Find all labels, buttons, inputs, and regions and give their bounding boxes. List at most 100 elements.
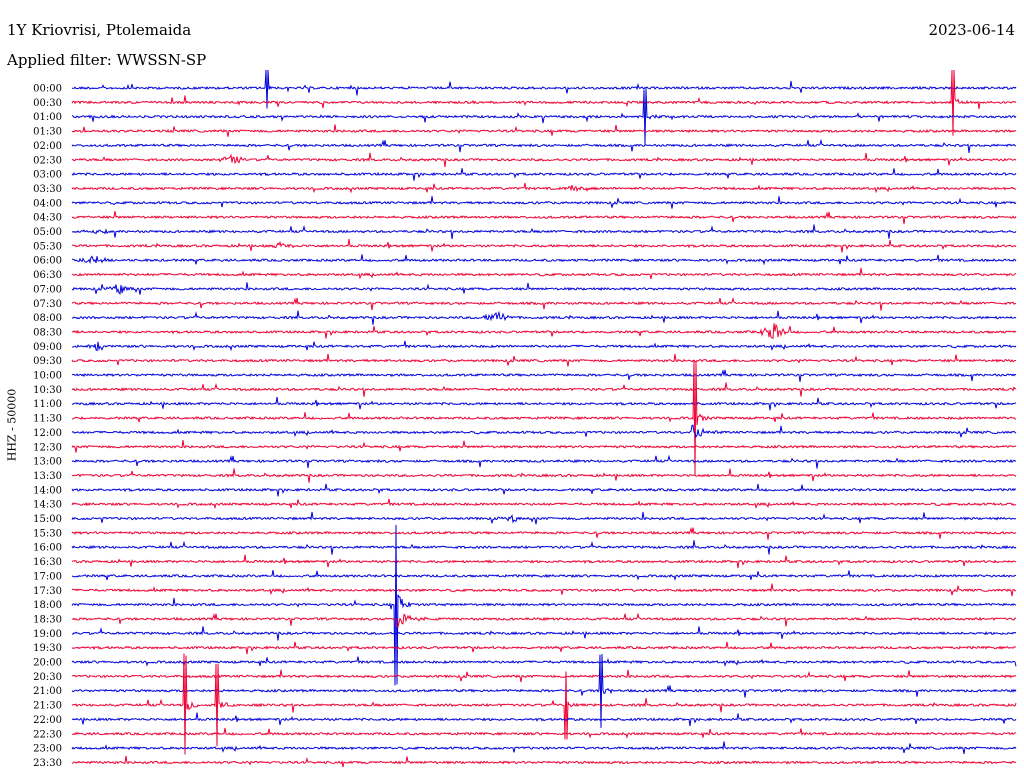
row-label-2200: 22:00 (33, 715, 62, 726)
row-label-1700: 17:00 (33, 571, 62, 582)
trace-row-1030 (71, 382, 1017, 397)
row-label-1130: 11:30 (33, 414, 62, 425)
trace-row-0230 (71, 152, 1017, 168)
trace-row-0900 (71, 340, 1017, 352)
row-label-1600: 16:00 (33, 543, 62, 554)
trace-row-1730 (71, 583, 1017, 597)
row-label-0230: 02:30 (33, 155, 62, 166)
row-label-0930: 09:30 (33, 356, 62, 367)
row-label-0630: 06:30 (33, 270, 62, 281)
trace-row-0630 (71, 267, 1017, 280)
row-label-2230: 22:30 (33, 729, 62, 740)
trace-row-0430 (71, 211, 1017, 225)
row-label-0530: 05:30 (33, 241, 62, 252)
trace-row-2130 (71, 653, 1017, 755)
filter-label: Applied filter: WWSSN-SP (7, 51, 207, 69)
trace-row-0300 (71, 168, 1017, 181)
trace-row-2300 (71, 741, 1017, 754)
trace-row-1930 (71, 641, 1016, 655)
row-label-2030: 20:30 (33, 672, 62, 683)
date-label: 2023-06-14 (928, 21, 1015, 39)
row-label-0130: 01:30 (33, 127, 62, 138)
row-label-0700: 07:00 (33, 284, 62, 295)
trace-row-0530 (72, 238, 1017, 253)
row-label-0730: 07:30 (33, 299, 62, 310)
trace-row-1100 (71, 396, 1017, 411)
row-label-0800: 08:00 (33, 313, 62, 324)
trace-row-0030 (71, 69, 1017, 136)
trace-row-1130 (71, 360, 1016, 476)
trace-row-0730 (71, 296, 1017, 311)
row-label-1400: 14:00 (33, 485, 62, 496)
row-label-2000: 20:00 (33, 658, 62, 669)
trace-row-0330 (71, 182, 1017, 194)
trace-row-0130 (71, 124, 1017, 137)
row-label-0030: 00:30 (33, 98, 62, 109)
row-label-1730: 17:30 (33, 586, 62, 597)
trace-row-0930 (71, 353, 1017, 367)
trace-row-1200 (71, 424, 1017, 439)
row-label-0100: 01:00 (33, 112, 62, 123)
trace-row-1330 (71, 468, 1017, 483)
trace-row-1500 (71, 511, 1017, 525)
trace-row-0800 (71, 310, 1017, 325)
trace-row-0600 (72, 254, 1017, 266)
row-label-0000: 00:00 (33, 84, 62, 95)
trace-row-2330 (71, 755, 1017, 768)
row-label-0600: 06:00 (33, 256, 62, 267)
row-label-0300: 03:00 (33, 170, 62, 181)
row-label-0330: 03:30 (33, 184, 62, 195)
row-label-1430: 14:30 (33, 500, 62, 511)
trace-row-2230 (71, 727, 1017, 739)
row-label-0430: 04:30 (33, 213, 62, 224)
trace-row-1230 (71, 440, 1017, 453)
trace-row-1800 (71, 524, 1017, 686)
trace-row-1600 (71, 540, 1017, 555)
row-label-1800: 18:00 (33, 600, 62, 611)
row-label-1830: 18:30 (33, 614, 62, 625)
trace-row-0700 (71, 282, 1017, 295)
row-label-1100: 11:00 (33, 399, 62, 410)
row-label-1000: 10:00 (33, 371, 62, 382)
row-label-1530: 15:30 (33, 528, 62, 539)
trace-row-1830 (71, 612, 1016, 628)
row-label-1030: 10:30 (33, 385, 62, 396)
trace-row-1300 (71, 454, 1017, 469)
row-label-1930: 19:30 (33, 643, 62, 654)
trace-row-1530 (71, 526, 1017, 540)
row-label-1230: 12:30 (33, 442, 62, 453)
row-label-0830: 08:30 (33, 327, 62, 338)
trace-row-0830 (71, 323, 1017, 340)
row-label-0500: 05:00 (33, 227, 62, 238)
row-label-1900: 19:00 (33, 629, 62, 640)
trace-row-1630 (71, 554, 1017, 569)
trace-row-1900 (71, 626, 1017, 641)
row-label-2130: 21:30 (33, 701, 62, 712)
row-label-1330: 13:30 (33, 471, 62, 482)
row-label-0400: 04:00 (33, 198, 62, 209)
row-label-1630: 16:30 (33, 557, 62, 568)
trace-row-0100 (71, 88, 1017, 145)
trace-row-0000 (72, 69, 1017, 109)
trace-row-1400 (71, 483, 1017, 497)
row-label-1300: 13:00 (33, 457, 62, 468)
trace-row-2100 (71, 653, 1017, 728)
row-label-2300: 23:00 (33, 744, 62, 755)
trace-row-0400 (71, 196, 1017, 209)
row-label-0900: 09:00 (33, 342, 62, 353)
row-label-1200: 12:00 (33, 428, 62, 439)
trace-row-2200 (71, 712, 1017, 727)
trace-row-2030 (71, 669, 1017, 683)
trace-row-0200 (71, 138, 1017, 153)
trace-row-1430 (71, 498, 1017, 510)
trace-row-0500 (71, 224, 1017, 240)
row-label-0200: 02:00 (33, 141, 62, 152)
row-label-1500: 15:00 (33, 514, 62, 525)
trace-row-2000 (71, 656, 1017, 668)
row-label-2100: 21:00 (33, 686, 62, 697)
trace-row-1000 (71, 369, 1017, 382)
station-title: 1Y Kriovrisi, Ptolemaida (7, 21, 192, 39)
trace-row-1700 (71, 570, 1017, 582)
row-label-2330: 23:30 (33, 758, 62, 769)
